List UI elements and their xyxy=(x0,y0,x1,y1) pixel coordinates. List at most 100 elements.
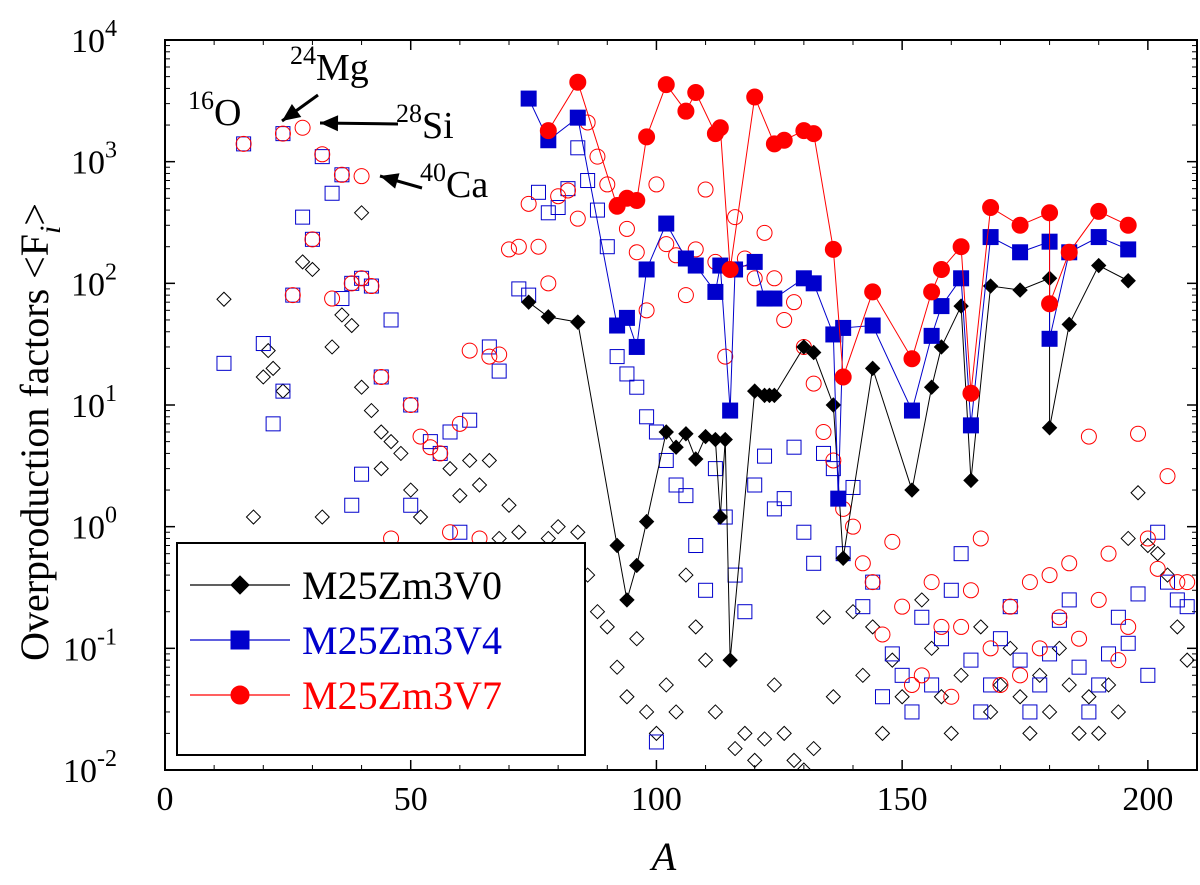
filled-point xyxy=(864,317,881,334)
open-point xyxy=(747,477,763,493)
open-point xyxy=(1150,524,1166,540)
open-point xyxy=(776,725,792,742)
y-tick-label: 10-1 xyxy=(63,624,117,668)
open-point xyxy=(1149,545,1166,562)
open-point xyxy=(737,604,753,620)
annotation-Si: 28Si xyxy=(396,99,454,147)
open-point xyxy=(481,348,498,365)
y-tick-label: 101 xyxy=(71,381,117,425)
open-point xyxy=(334,291,350,307)
filled-point xyxy=(1090,229,1107,246)
open-point xyxy=(894,667,910,683)
filled-point xyxy=(766,290,783,307)
open-point xyxy=(393,445,409,462)
filled-point xyxy=(1119,216,1137,234)
y-tick-label: 100 xyxy=(71,503,117,547)
filled-point xyxy=(717,431,733,448)
open-point xyxy=(589,604,606,620)
open-point xyxy=(972,530,989,547)
open-point xyxy=(530,238,547,255)
filled-point xyxy=(746,88,764,106)
open-point xyxy=(648,176,665,193)
open-point xyxy=(1042,646,1058,662)
filled-point xyxy=(722,402,739,419)
open-point xyxy=(1160,574,1176,590)
open-point xyxy=(383,312,399,328)
open-point xyxy=(570,524,586,540)
annotation-Mg: 24Mg xyxy=(290,41,369,89)
open-point xyxy=(914,592,930,608)
filled-point xyxy=(619,592,635,608)
open-point xyxy=(471,477,488,493)
open-point xyxy=(982,640,999,657)
open-point xyxy=(874,725,891,742)
open-point xyxy=(973,619,989,635)
open-point xyxy=(698,582,714,598)
open-point xyxy=(1091,677,1107,693)
open-point xyxy=(274,125,291,142)
open-point xyxy=(333,166,350,183)
filled-point xyxy=(805,125,823,143)
open-point xyxy=(481,452,498,469)
open-point xyxy=(658,677,674,693)
open-point xyxy=(304,231,321,248)
open-point xyxy=(1080,428,1097,445)
open-point xyxy=(1002,599,1018,615)
filled-point xyxy=(638,128,656,146)
open-point xyxy=(776,311,793,328)
legend-marker xyxy=(230,685,250,705)
open-point xyxy=(943,725,959,742)
open-point xyxy=(796,524,812,540)
open-point xyxy=(403,397,419,413)
open-point xyxy=(560,181,576,197)
open-point xyxy=(452,524,468,540)
open-point xyxy=(1179,574,1196,591)
filled-point xyxy=(1011,216,1029,234)
open-point xyxy=(609,659,625,675)
open-point xyxy=(1169,619,1186,635)
open-point xyxy=(687,241,704,258)
open-point xyxy=(1071,725,1087,742)
filled-point xyxy=(805,275,822,292)
open-point xyxy=(884,533,901,550)
open-point xyxy=(992,677,1009,693)
open-point xyxy=(442,424,458,440)
open-point xyxy=(589,202,605,218)
filled-point xyxy=(923,379,940,395)
filled-point xyxy=(1120,273,1136,289)
open-point xyxy=(865,574,881,590)
arrow-head xyxy=(320,115,339,132)
filled-point xyxy=(805,344,822,361)
filled-point xyxy=(687,84,705,102)
open-point xyxy=(864,619,881,635)
open-point xyxy=(295,209,311,225)
open-point xyxy=(559,182,576,199)
annotation-O: 16O xyxy=(188,86,241,134)
open-point xyxy=(727,740,743,757)
open-point xyxy=(511,281,527,297)
open-point xyxy=(639,409,655,425)
filled-point xyxy=(1041,204,1059,222)
filled-point xyxy=(982,199,1000,217)
filled-point xyxy=(678,426,694,442)
open-point xyxy=(688,619,704,635)
open-point xyxy=(629,630,645,647)
filled-point xyxy=(628,338,645,355)
open-point xyxy=(373,369,389,385)
open-point xyxy=(569,210,586,227)
open-point xyxy=(265,360,281,377)
open-point xyxy=(1139,530,1156,547)
filled-point xyxy=(520,90,537,107)
open-point xyxy=(825,461,841,477)
open-point xyxy=(599,619,615,635)
series-M25Zm3V0 xyxy=(520,257,1136,668)
open-point xyxy=(697,652,714,668)
open-point xyxy=(589,148,606,165)
open-point xyxy=(825,452,842,469)
open-point xyxy=(570,140,586,156)
open-point xyxy=(442,524,459,541)
filled-point xyxy=(923,283,941,301)
open-point xyxy=(992,676,1009,693)
open-point xyxy=(658,236,675,253)
open-point xyxy=(304,261,321,278)
